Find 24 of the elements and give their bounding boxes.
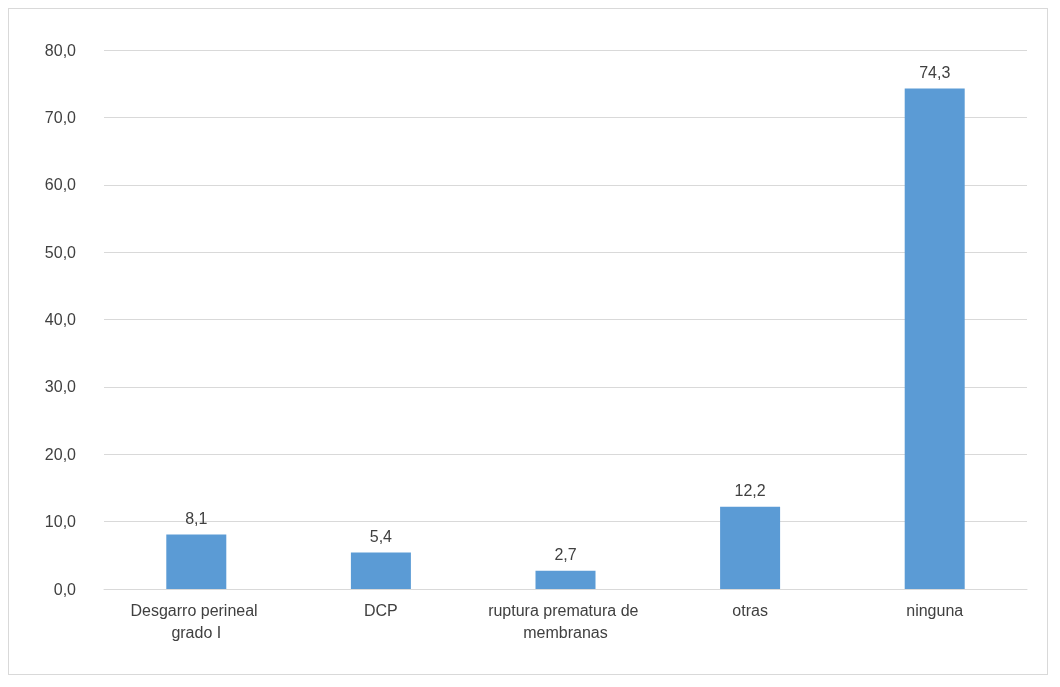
data-label: 2,7 <box>554 546 577 564</box>
bar <box>350 552 411 589</box>
bar <box>166 534 227 589</box>
data-label: 74,3 <box>919 63 951 81</box>
y-tick-label: 70,0 <box>44 108 77 126</box>
x-tick-label: otras <box>732 601 768 619</box>
x-tick-label: DCP <box>364 601 398 619</box>
y-tick-label: 30,0 <box>44 378 77 396</box>
y-tick-label: 40,0 <box>44 311 77 328</box>
data-label: 12,2 <box>734 482 766 500</box>
x-tick-label: Desgarro perineal grado I <box>130 601 263 641</box>
y-tick-label: 80,0 <box>44 41 77 59</box>
y-tick-label: 60,0 <box>44 176 77 194</box>
y-tick-label: 10,0 <box>44 513 77 531</box>
bar <box>720 506 781 589</box>
x-tick-label: ninguna <box>906 601 964 619</box>
bar <box>535 570 596 589</box>
x-tick-label: ruptura prematura de membranas <box>488 601 643 641</box>
data-label: 5,4 <box>369 528 393 546</box>
data-label: 8,1 <box>185 509 208 527</box>
y-tick-label: 20,0 <box>44 445 77 463</box>
y-tick-label: 50,0 <box>44 243 77 261</box>
bar <box>904 88 965 589</box>
y-tick-label: 0,0 <box>53 580 77 598</box>
